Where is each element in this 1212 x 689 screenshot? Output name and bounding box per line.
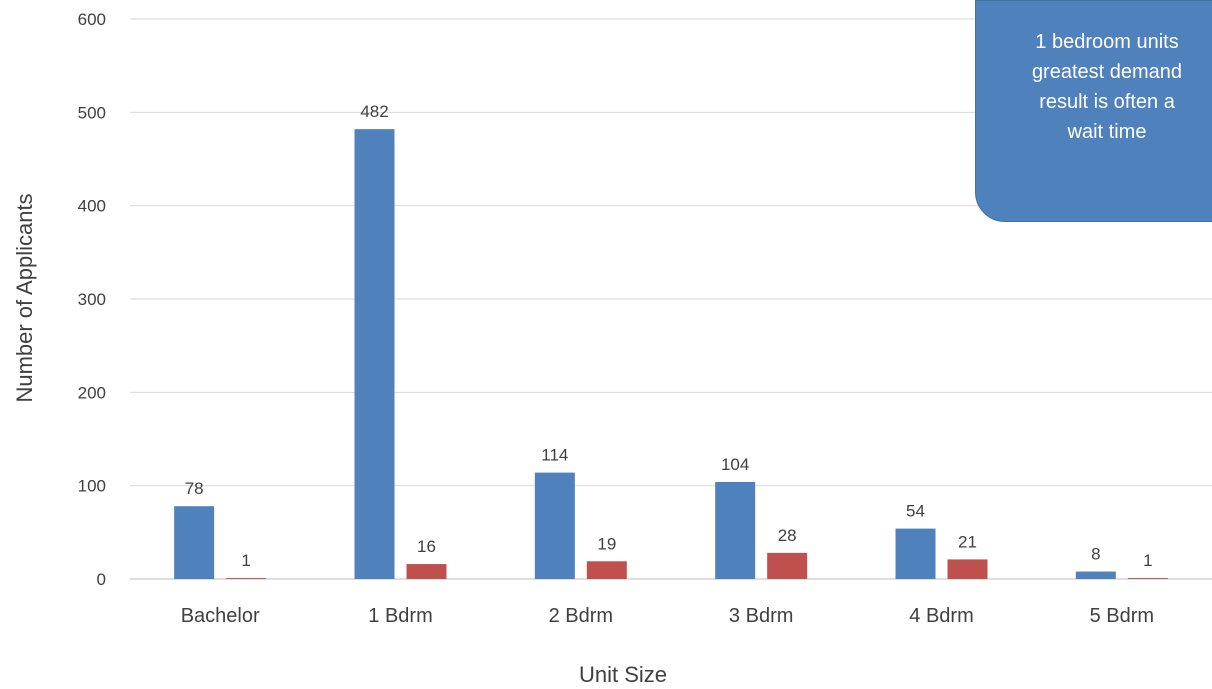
y-tick-label: 400 (78, 197, 106, 216)
data-label: 78 (185, 479, 204, 498)
y-tick-label: 200 (78, 383, 106, 402)
annotation-line: 1 bedroom units (1035, 31, 1179, 53)
x-category-label: 4 Bdrm (909, 605, 973, 627)
y-tick-label: 100 (78, 477, 106, 496)
bar-series-1 (174, 506, 215, 579)
data-label: 1 (1143, 551, 1152, 570)
x-category-label: 2 Bdrm (549, 605, 613, 627)
data-labels: 78 1 482 16 114 19 104 28 54 21 8 1 (185, 102, 1153, 570)
data-label: 482 (360, 102, 388, 121)
y-tick-label: 500 (78, 103, 106, 122)
y-axis-ticks: 0 100 200 300 400 500 600 (78, 10, 106, 589)
x-category-label: 5 Bdrm (1090, 605, 1154, 627)
y-tick-label: 300 (78, 290, 106, 309)
y-tick-label: 0 (97, 570, 106, 589)
data-label: 114 (541, 446, 568, 465)
annotation-callout: 1 bedroom units greatest demand result is … (975, 0, 1212, 222)
x-category-label: 3 Bdrm (729, 605, 793, 627)
y-axis-title: Number of Applicants (12, 193, 37, 402)
bar-series-1 (895, 528, 936, 579)
data-label: 54 (906, 502, 925, 521)
bar-series-1 (354, 129, 395, 579)
y-tick-label: 600 (78, 10, 106, 29)
x-axis-title: Unit Size (579, 662, 667, 687)
bar-series-1 (534, 472, 575, 579)
bar-series-2 (406, 564, 447, 579)
x-category-label: 1 Bdrm (368, 605, 432, 627)
bars (174, 129, 1168, 579)
annotation-line: wait time (1067, 121, 1147, 143)
annotation-line: result is often a (1039, 91, 1175, 113)
data-label: 104 (721, 455, 749, 474)
bar-series-2 (586, 561, 627, 579)
x-axis-categories: Bachelor 1 Bdrm 2 Bdrm 3 Bdrm 4 Bdrm 5 Bdrm (181, 605, 1154, 627)
x-category-label: Bachelor (181, 605, 260, 627)
data-label: 28 (778, 526, 797, 545)
gridlines (130, 18, 1212, 580)
data-label: 19 (597, 534, 616, 553)
annotation-line: greatest demand (1031, 61, 1183, 83)
annotation-text: 1 bedroom units greatest demand result is … (976, 27, 1212, 147)
data-label: 21 (958, 532, 977, 551)
data-label: 1 (241, 551, 250, 570)
bar-series-2 (767, 552, 808, 579)
bar-series-2 (947, 559, 988, 579)
bar-series-2 (1127, 578, 1168, 579)
bar-series-1 (1075, 571, 1116, 579)
bar-series-2 (226, 578, 267, 579)
data-label: 8 (1091, 545, 1100, 564)
bar-series-1 (715, 481, 756, 579)
data-label: 16 (417, 537, 436, 556)
